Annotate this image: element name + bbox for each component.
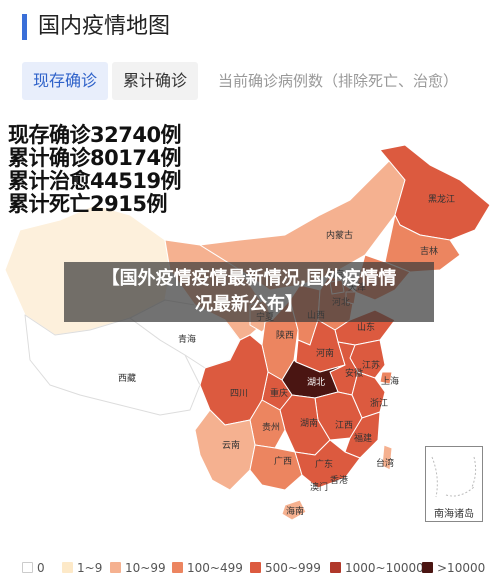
south-china-sea-inset: 南海诸岛 (425, 446, 483, 522)
label-xianggang: 香港 (330, 474, 348, 486)
province-guangdong (294, 439, 361, 489)
label-guangdong: 广东 (315, 458, 333, 470)
page-title: 国内疫情地图 (38, 14, 171, 39)
label-yunnan: 云南 (222, 439, 240, 451)
label-chongqing: 重庆 (270, 387, 288, 399)
province-heilongjiang (379, 144, 491, 241)
label-aomen: 澳门 (310, 481, 328, 493)
title-accent-bar (22, 14, 27, 40)
legend-swatch (422, 562, 433, 573)
legend-swatch (62, 562, 73, 573)
stat-total-confirmed: 累计确诊80174例 (8, 146, 182, 170)
label-xizang: 西藏 (118, 372, 136, 384)
province-yunnan (194, 409, 256, 491)
label-qinghai: 青海 (178, 333, 196, 345)
label-heilongjiang: 黑龙江 (428, 193, 455, 205)
tab-description: 当前确诊病例数（排除死亡、治愈） (218, 72, 459, 90)
legend-swatch (22, 562, 33, 573)
label-guangxi: 广西 (274, 455, 292, 467)
province-xizang (24, 314, 201, 416)
label-jiangxi: 江西 (335, 420, 353, 431)
label-jiangsu: 江苏 (362, 359, 380, 371)
legend-swatch (172, 562, 183, 573)
legend-swatch (110, 562, 121, 573)
label-hunan: 湖南 (300, 417, 318, 429)
label-shandong: 山东 (357, 321, 375, 333)
label-taiwan: 台湾 (376, 457, 394, 469)
label-jilin: 吉林 (420, 245, 438, 257)
label-sichuan: 四川 (230, 389, 248, 399)
province-guangxi (249, 444, 303, 491)
banner-line-2: 况最新公布】 (195, 294, 303, 315)
label-anhui: 安徽 (345, 367, 363, 379)
banner-line-1: 【国外疫情疫情最新情况,国外疫情情 (101, 268, 397, 289)
tab-current-confirmed[interactable]: 现存确诊 (22, 62, 108, 100)
legend-swatch (330, 562, 341, 573)
label-guizhou: 贵州 (262, 421, 280, 433)
stats-panel: 现存确诊32740例 累计确诊80174例 累计治愈44519例 累计死亡291… (8, 123, 182, 216)
stat-total-cured: 累计治愈44519例 (8, 169, 182, 193)
tab-total-confirmed[interactable]: 累计确诊 (112, 62, 198, 100)
label-henan: 河南 (316, 347, 334, 359)
label-neimenggu: 内蒙古 (326, 229, 353, 241)
page-header: 国内疫情地图 (0, 0, 500, 54)
inset-label: 南海诸岛 (434, 509, 474, 520)
map-legend: 0 1~9 10~99 100~499 500~999 1000~10000 >… (0, 556, 500, 580)
province-hainan (281, 499, 307, 521)
stat-current-confirmed: 现存确诊32740例 (8, 123, 182, 147)
province-taiwan (381, 444, 393, 471)
article-title-banner: 【国外疫情疫情最新情况,国外疫情情 况最新公布】 (64, 262, 434, 322)
label-hainan: 海南 (286, 505, 304, 517)
province-shanghai (379, 371, 393, 385)
label-zhejiang: 浙江 (370, 397, 388, 409)
stat-total-deaths: 累计死亡2915例 (8, 192, 167, 216)
inset-map (431, 456, 477, 498)
label-shanghai: 上海 (381, 375, 399, 387)
label-hubei: 湖北 (307, 377, 325, 388)
label-fujian: 福建 (354, 432, 372, 444)
legend-swatch (250, 562, 261, 573)
label-shaanxi: 陕西 (276, 329, 294, 341)
